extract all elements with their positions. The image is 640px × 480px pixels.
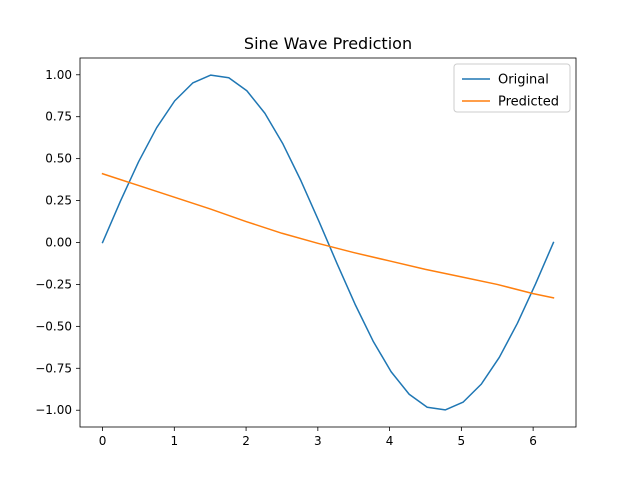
y-tick-label: 1.00 (45, 68, 72, 82)
y-tick-label: −0.25 (35, 277, 72, 291)
x-tick-label: 6 (529, 434, 537, 448)
x-tick-label: 4 (386, 434, 394, 448)
legend: Original Predicted (453, 63, 571, 113)
y-axis: −1.00 −0.75 −0.50 −0.25 0.00 0.25 0.50 0.75 1.00 (35, 68, 80, 417)
x-tick-label: 5 (458, 434, 466, 448)
y-tick-label: 0.50 (45, 152, 72, 166)
y-tick-label: −0.75 (35, 361, 72, 375)
x-tick-label: 0 (99, 434, 107, 448)
x-axis: 0 1 2 3 4 5 6 (99, 427, 537, 448)
series-layer (101, 74, 555, 411)
series-line-predicted (101, 172, 555, 299)
series-line-original (101, 74, 555, 411)
x-tick-label: 1 (170, 434, 178, 448)
legend-label-original: Original (498, 73, 549, 88)
x-tick-label: 2 (242, 434, 250, 448)
x-tick-label: 3 (314, 434, 322, 448)
y-tick-label: 0.75 (45, 110, 72, 124)
y-tick-label: 0.00 (45, 236, 72, 250)
legend-label-predicted: Predicted (498, 95, 559, 110)
y-tick-label: 0.25 (45, 194, 72, 208)
legend-box (453, 63, 571, 113)
chart-title: Sine Wave Prediction (244, 34, 412, 53)
y-tick-label: −1.00 (35, 403, 72, 417)
y-tick-label: −0.50 (35, 319, 72, 333)
